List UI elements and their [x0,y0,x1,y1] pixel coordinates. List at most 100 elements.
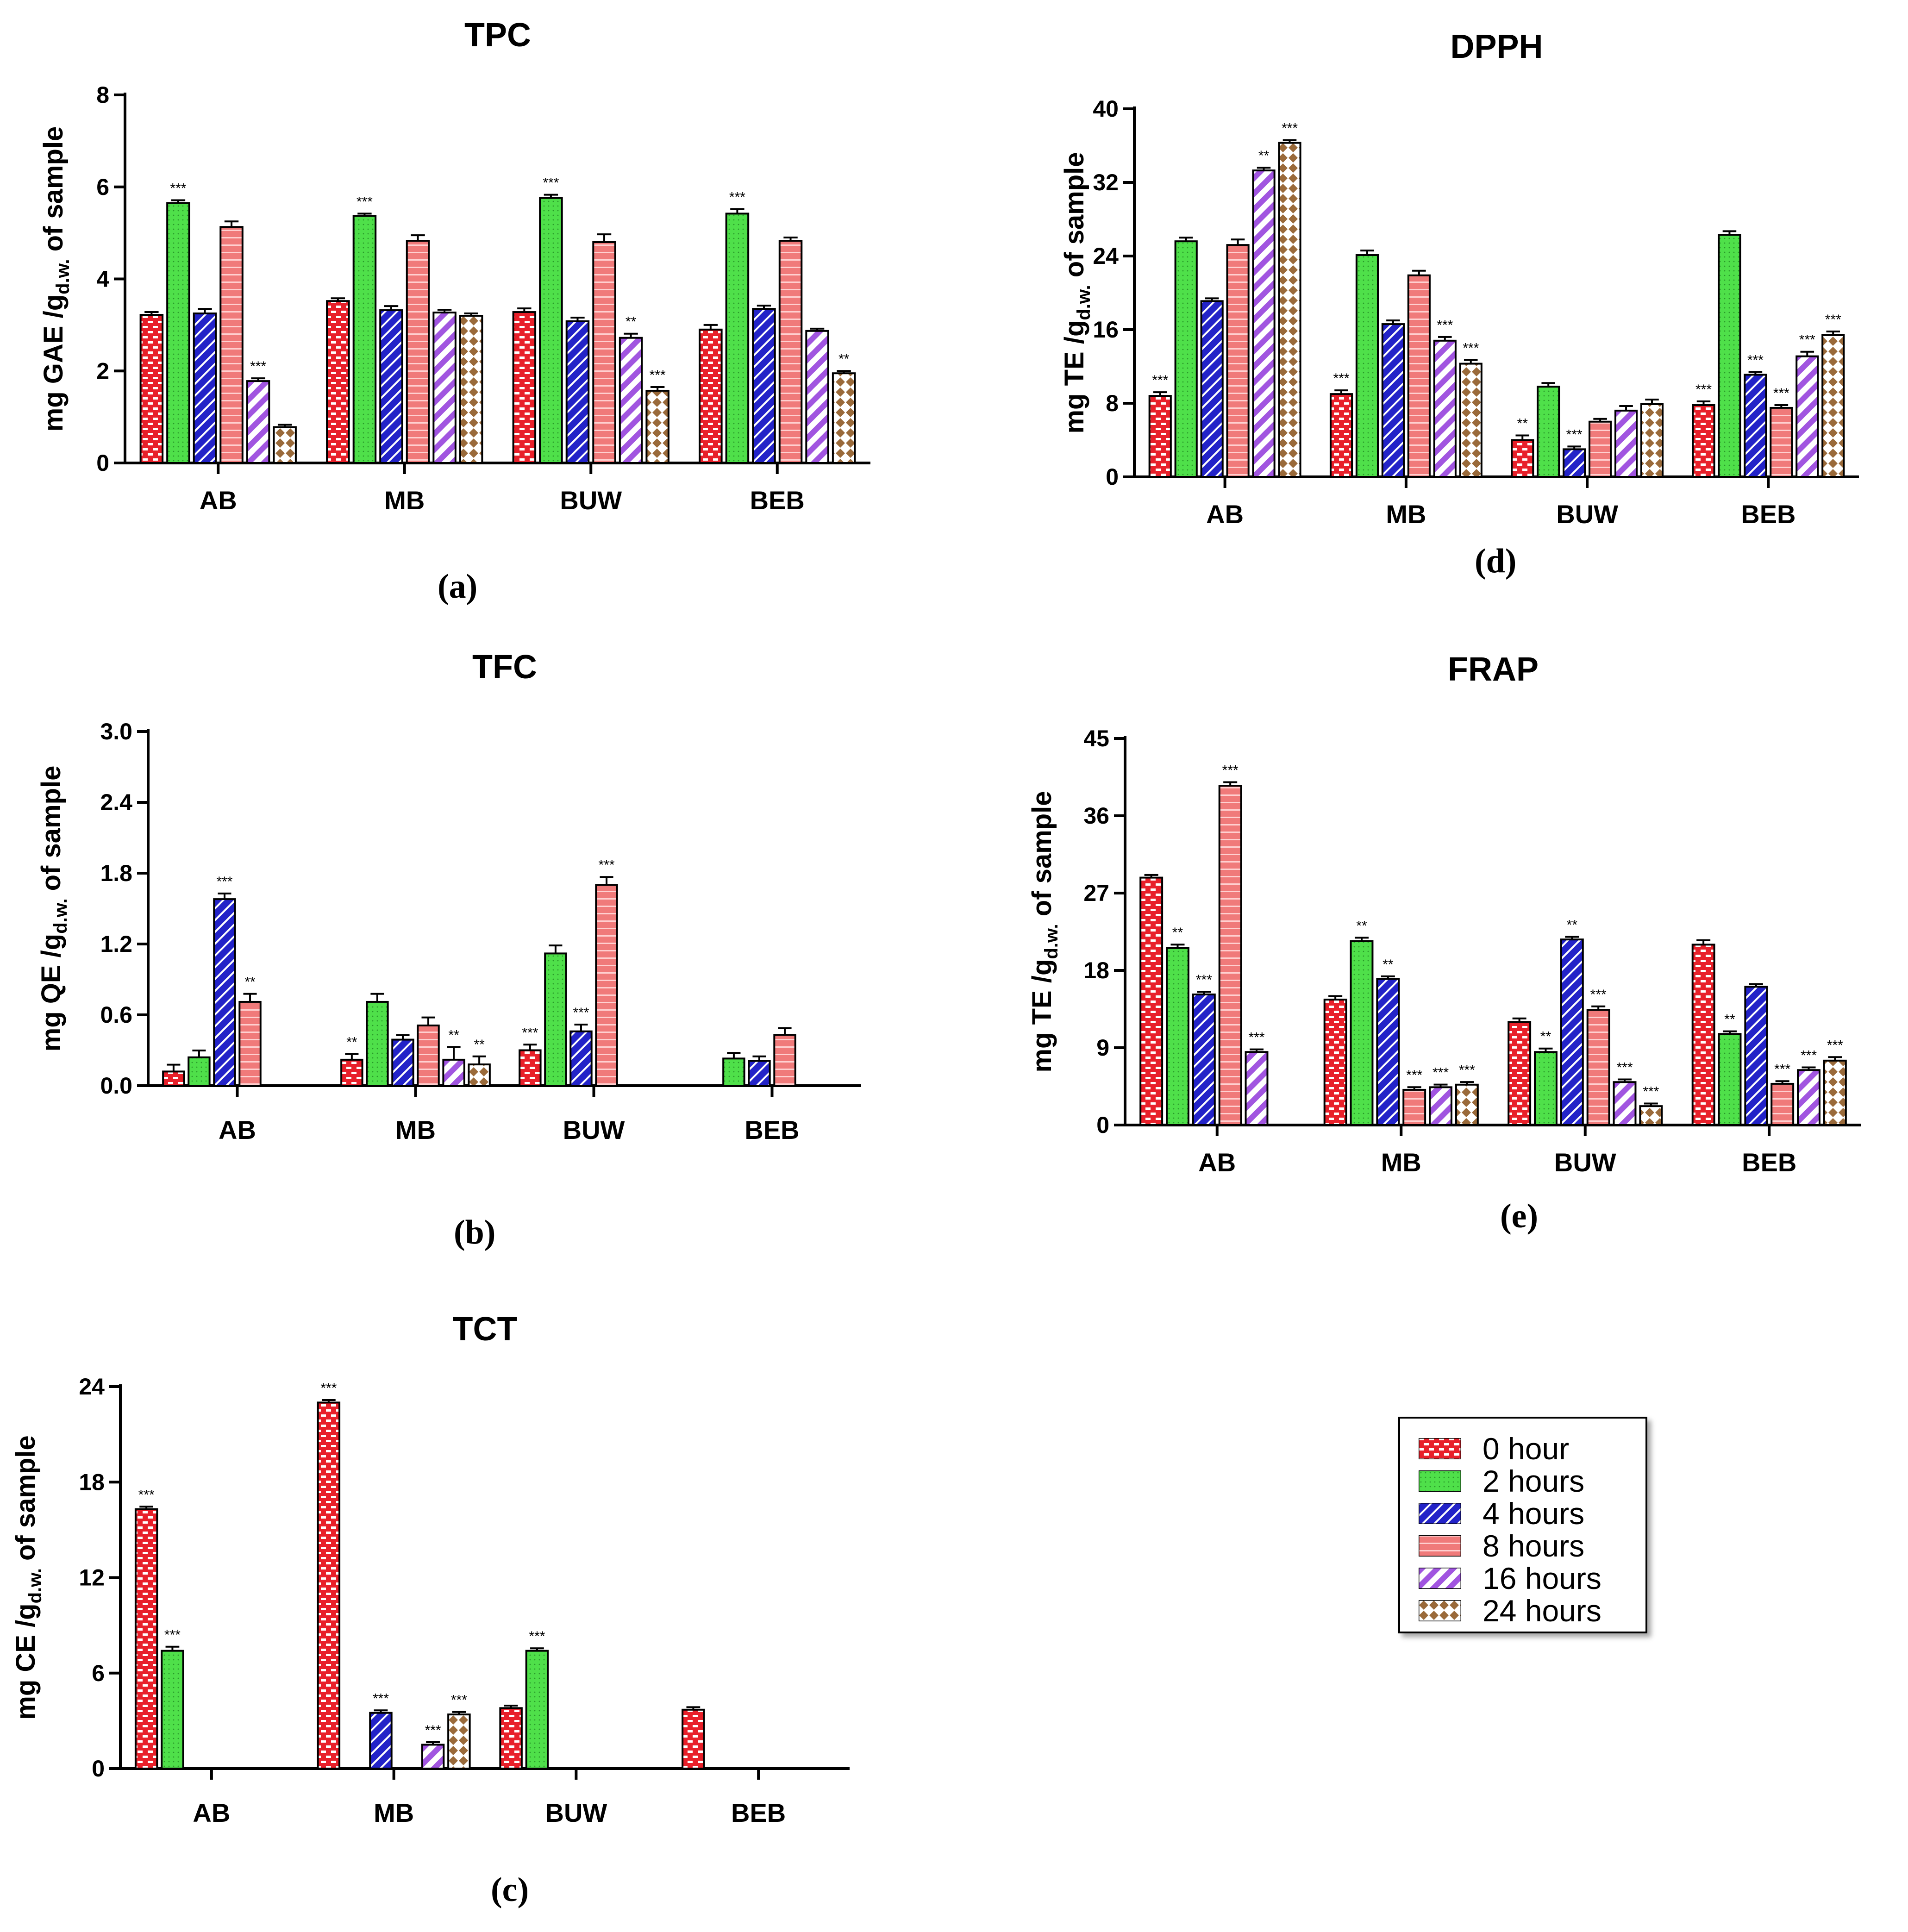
bar-h2 [161,1650,184,1769]
bar-h2 [188,1056,211,1087]
y-axis-label: mg TE /gd.w. of sample [1059,152,1094,433]
bar-h24 [832,372,856,464]
bar-h0 [1329,393,1353,478]
legend-item-16h: 16 hours [1419,1561,1601,1595]
y-tick-label: 18 [79,1469,105,1495]
y-tick-label: 36 [1083,803,1109,829]
y-tick-label: 0 [1106,464,1119,490]
bar-h16 [1613,1081,1637,1126]
significance-label: *** [216,874,232,889]
x-category-label: MB [395,1115,436,1144]
x-category-label: MB [384,486,425,515]
significance-label: *** [1196,972,1212,988]
bar-h8 [1770,1082,1795,1126]
legend-label: 0 hour [1483,1432,1570,1466]
y-tick-label: 1.8 [100,860,132,886]
y-tick-label: 0 [1096,1112,1109,1138]
bar-h0 [340,1058,363,1087]
panel-letter-e: (e) [1500,1197,1539,1235]
legend-item-2h: 2 hours [1419,1464,1585,1498]
bar-h0 [699,328,723,464]
bar-h2 [539,197,563,464]
bar-h24 [1459,363,1483,478]
significance-label: ** [1540,1029,1551,1044]
y-tick-label: 8 [96,82,109,108]
panel-letter-b: (b) [454,1213,496,1251]
x-category-label: MB [1386,500,1426,529]
bar-h0 [139,314,164,464]
bar-h16 [805,330,829,464]
bar-h24 [1455,1083,1479,1126]
bar-h24 [447,1713,471,1769]
bar-h8 [592,241,616,464]
chart-panel-tfc: TFC mg QE /gd.w. of sample 0.0 0.6 1.2 1.8 2.4… [0,639,926,1269]
significance-label: *** [1406,1068,1422,1083]
bar-h8 [773,1034,796,1087]
significance-label: ** [474,1037,485,1052]
y-axis-label: mg TE /gd.w. of sample [1027,791,1062,1072]
chart-dpph: DPPH mg TE /gd.w. of sample 0 8 16 24 32 40 AB **… [1059,28,1859,529]
bar-h16 [1252,169,1276,478]
chart-panel-tpc: TPC mg GAE /gd.w. of sample 0 2 4 6 8 AB *** *** M… [0,0,926,630]
significance-label: *** [451,1693,467,1708]
significance-label: *** [729,189,745,205]
bar-h0 [519,1049,542,1087]
significance-label: *** [1222,763,1239,778]
y-axis-label: mg QE /gd.w. of sample [36,766,71,1052]
y-axis-label: mg CE /gd.w. of sample [11,1435,45,1720]
significance-label: *** [573,1005,589,1020]
legend: 0 hour 2 hours 4 hours 8 hours 16 hours … [1398,1417,1647,1633]
bar-h2 [1166,947,1189,1126]
significance-label: *** [1437,318,1453,333]
x-category-label: BUW [563,1115,625,1144]
bar-h16 [619,337,643,464]
significance-label: *** [1616,1060,1633,1075]
y-tick-label: 8 [1106,390,1119,416]
bar-h2 [352,215,377,464]
significance-label: *** [250,359,266,374]
y-tick-label: 16 [1093,317,1119,343]
legend-item-0h: 0 hour [1419,1432,1570,1466]
significance-label: *** [599,857,615,873]
legend-item-24h: 24 hours [1419,1594,1601,1628]
bar-h4 [193,313,217,464]
legend-swatch-24h [1419,1600,1461,1621]
significance-label: *** [1248,1030,1264,1045]
bar-h4 [752,308,776,464]
y-tick-label: 24 [1093,243,1119,269]
y-tick-label: 45 [1083,725,1109,751]
legend-label: 24 hours [1483,1594,1601,1628]
x-category-label: MB [1381,1148,1421,1177]
significance-label: *** [320,1381,337,1396]
significance-label: ** [838,351,850,367]
x-category-label: BUW [1554,1148,1616,1177]
bar-h0 [1323,999,1347,1126]
chart-tfc: TFC mg QE /gd.w. of sample 0.0 0.6 1.2 1.8 2.4… [36,649,861,1144]
legend-label: 16 hours [1483,1561,1601,1595]
significance-label: *** [543,175,559,191]
significance-label: *** [1433,1065,1449,1081]
bar-h0 [1139,876,1164,1126]
x-category-label: AB [1198,1148,1236,1177]
bar-h2 [1350,940,1374,1126]
bar-h4 [1560,938,1584,1126]
legend-label: 8 hours [1483,1529,1585,1563]
bar-h24 [1823,1059,1847,1126]
bar-h24 [468,1063,491,1087]
chart-tct: TCT mg CE /gd.w. of sample 0 6 12 18 24 AB *** **… [11,1311,850,1827]
bar-h16 [1614,409,1638,478]
legend-label: 4 hours [1483,1496,1585,1531]
bar-h24 [1639,1105,1663,1126]
bar-h4 [379,309,403,464]
bar-h2 [166,202,190,464]
bar-h16 [1797,1069,1820,1126]
bar-h2 [544,952,567,1087]
legend-label: 2 hours [1483,1464,1585,1498]
bar-h24 [459,315,483,464]
y-tick-label: 3.0 [100,719,132,744]
significance-label: *** [1333,371,1349,386]
bar-h4 [1200,300,1224,478]
bar-h16 [1245,1051,1269,1126]
bar-h2 [1174,240,1198,478]
significance-label: ** [1258,148,1270,163]
